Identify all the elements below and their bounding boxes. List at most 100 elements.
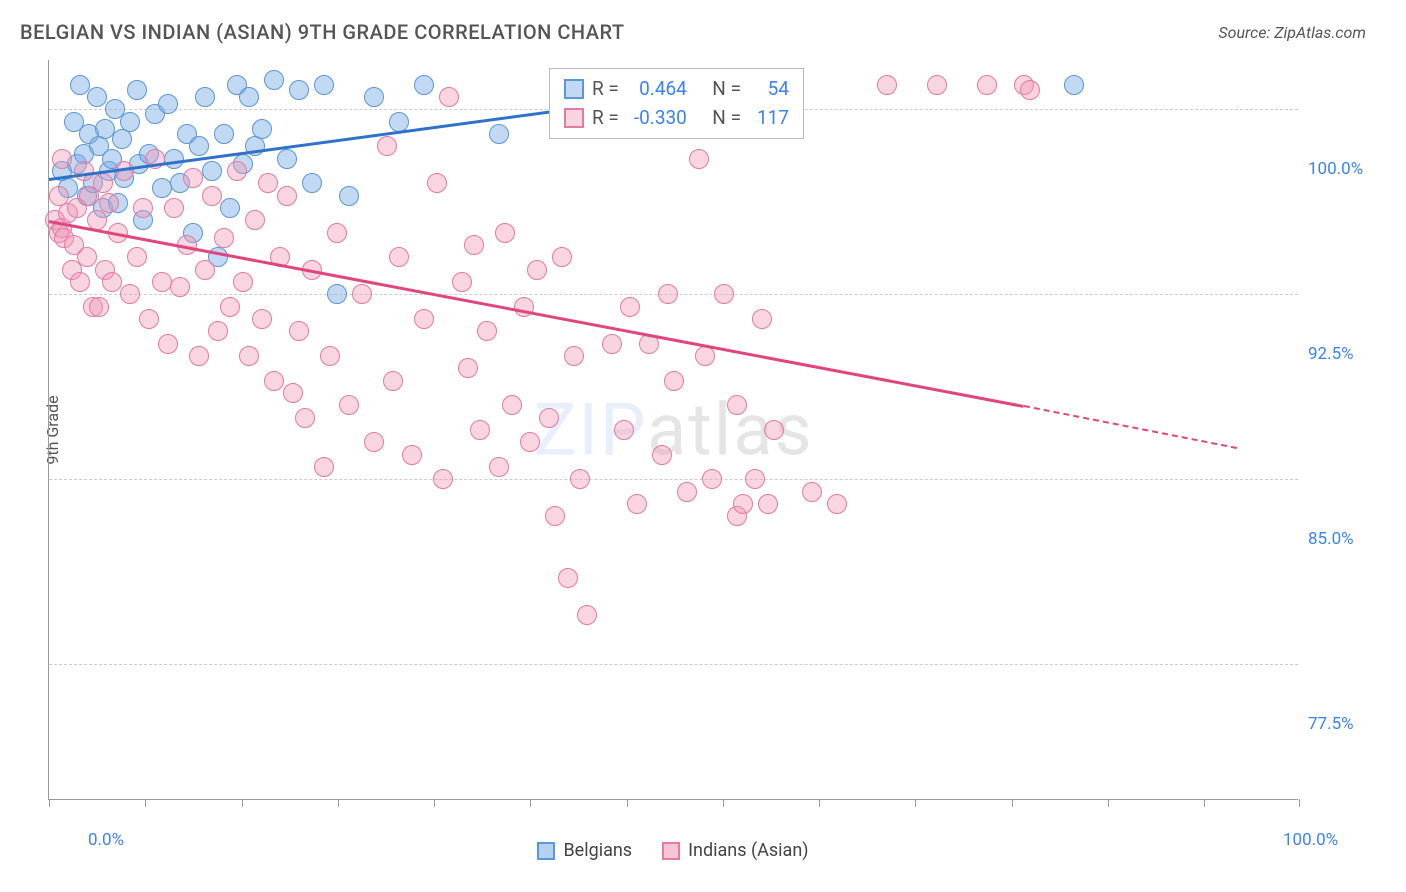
scatter-point	[470, 420, 490, 440]
scatter-point	[877, 75, 897, 95]
legend-r-label: R =	[592, 75, 619, 104]
plot-area: ZIPatlas R =0.464 N =54R =-0.330 N =117	[48, 60, 1298, 800]
scatter-point	[195, 260, 215, 280]
legend-row: R =-0.330 N =117	[564, 104, 789, 133]
scatter-point	[389, 247, 409, 267]
scatter-point	[458, 358, 478, 378]
x-tick	[627, 799, 628, 807]
scatter-point	[364, 432, 384, 452]
scatter-point	[189, 346, 209, 366]
scatter-point	[189, 136, 209, 156]
scatter-point	[727, 395, 747, 415]
scatter-point	[102, 272, 122, 292]
scatter-point	[402, 445, 422, 465]
legend-series-label: Indians (Asian)	[688, 840, 808, 861]
scatter-point	[252, 119, 272, 139]
scatter-point	[527, 260, 547, 280]
scatter-point	[289, 321, 309, 341]
scatter-point	[158, 334, 178, 354]
scatter-point	[252, 309, 272, 329]
scatter-point	[264, 70, 284, 90]
scatter-point	[464, 235, 484, 255]
legend-r-label: R =	[592, 104, 619, 133]
scatter-point	[570, 469, 590, 489]
scatter-point	[677, 482, 697, 502]
x-tick-label-left: 0.0%	[88, 830, 124, 850]
scatter-point	[495, 223, 515, 243]
scatter-point	[77, 247, 97, 267]
bottom-legend-item: Belgians	[537, 840, 632, 861]
scatter-point	[564, 346, 584, 366]
scatter-point	[1020, 80, 1040, 100]
scatter-point	[339, 186, 359, 206]
scatter-point	[264, 371, 284, 391]
x-tick-label-right: 100.0%	[1283, 830, 1338, 850]
scatter-point	[220, 198, 240, 218]
scatter-point	[277, 149, 297, 169]
scatter-point	[214, 124, 234, 144]
x-tick	[530, 799, 531, 807]
scatter-point	[139, 309, 159, 329]
scatter-point	[295, 408, 315, 428]
gridline-h	[49, 664, 1298, 665]
scatter-point	[414, 309, 434, 329]
scatter-point	[70, 272, 90, 292]
scatter-point	[620, 297, 640, 317]
legend-swatch	[537, 842, 555, 860]
scatter-point	[183, 168, 203, 188]
legend-swatch	[662, 842, 680, 860]
scatter-point	[477, 321, 497, 341]
scatter-point	[389, 112, 409, 132]
scatter-point	[258, 173, 278, 193]
scatter-point	[383, 371, 403, 391]
scatter-point	[302, 173, 322, 193]
trend-line	[49, 220, 1025, 408]
x-tick	[819, 799, 820, 807]
scatter-point	[227, 161, 247, 181]
scatter-point	[170, 277, 190, 297]
scatter-point	[89, 297, 109, 317]
scatter-point	[577, 605, 597, 625]
scatter-point	[327, 223, 347, 243]
legend-swatch	[564, 79, 584, 99]
scatter-point	[352, 284, 372, 304]
legend-n-label: N =	[712, 75, 741, 104]
scatter-point	[233, 272, 253, 292]
scatter-point	[652, 445, 672, 465]
scatter-point	[164, 149, 184, 169]
legend-n-value: 117	[749, 104, 789, 133]
scatter-point	[99, 193, 119, 213]
scatter-point	[702, 469, 722, 489]
scatter-point	[202, 161, 222, 181]
scatter-point	[627, 494, 647, 514]
scatter-point	[339, 395, 359, 415]
legend-row: R =0.464 N =54	[564, 75, 789, 104]
y-tick-label: 85.0%	[1308, 529, 1354, 549]
scatter-point	[977, 75, 997, 95]
scatter-point	[195, 87, 215, 107]
legend-series-label: Belgians	[563, 840, 632, 861]
scatter-point	[164, 198, 184, 218]
scatter-point	[452, 272, 472, 292]
scatter-point	[87, 87, 107, 107]
legend-r-value: 0.464	[627, 75, 687, 104]
scatter-point	[152, 272, 172, 292]
scatter-point	[289, 80, 309, 100]
scatter-point	[208, 321, 228, 341]
scatter-point	[320, 346, 340, 366]
legend-swatch	[564, 108, 584, 128]
scatter-point	[714, 284, 734, 304]
scatter-point	[758, 494, 778, 514]
scatter-point	[439, 87, 459, 107]
bottom-legend: Belgians Indians (Asian)	[48, 840, 1298, 861]
scatter-point	[52, 149, 72, 169]
scatter-point	[927, 75, 947, 95]
scatter-point	[214, 228, 234, 248]
x-tick	[1012, 799, 1013, 807]
scatter-point	[602, 334, 622, 354]
source-attribution: Source: ZipAtlas.com	[1218, 23, 1366, 42]
scatter-point	[558, 568, 578, 588]
chart-title: BELGIAN VS INDIAN (ASIAN) 9TH GRADE CORR…	[20, 20, 625, 44]
scatter-point	[827, 494, 847, 514]
x-tick	[1108, 799, 1109, 807]
